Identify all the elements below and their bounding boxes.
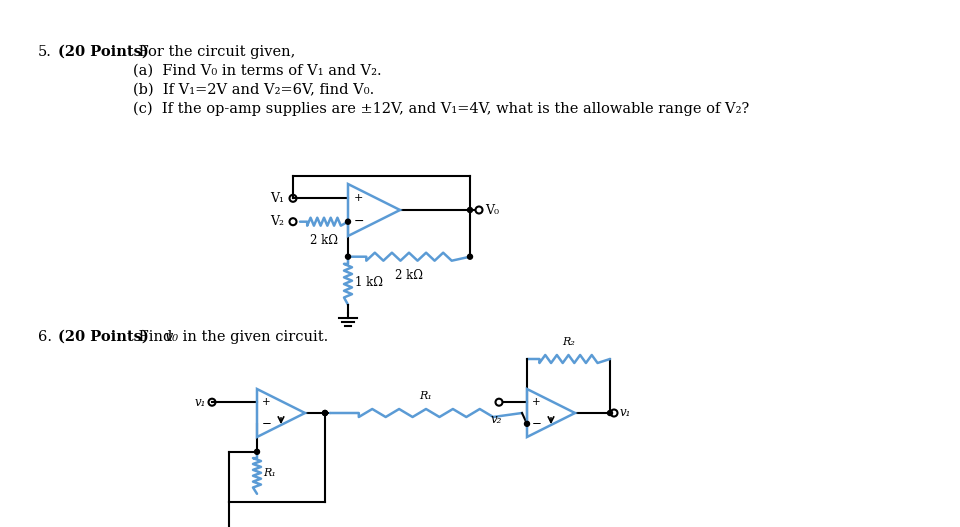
Text: R₂: R₂ <box>562 337 575 347</box>
Text: (20 Points): (20 Points) <box>58 330 149 344</box>
Text: For the circuit given,: For the circuit given, <box>134 45 296 59</box>
Text: (a)  Find V₀ in terms of V₁ and V₂.: (a) Find V₀ in terms of V₁ and V₂. <box>133 64 382 78</box>
Text: 6.: 6. <box>38 330 52 344</box>
Text: V₂: V₂ <box>270 215 284 228</box>
Circle shape <box>468 208 472 212</box>
Text: v₁: v₁ <box>195 396 206 409</box>
Text: Find: Find <box>134 330 177 344</box>
Circle shape <box>524 421 530 426</box>
Text: 2 kΩ: 2 kΩ <box>310 233 338 247</box>
Circle shape <box>468 254 472 259</box>
Text: +: + <box>532 397 540 407</box>
Text: −: − <box>354 215 365 228</box>
Text: v₁: v₁ <box>620 406 632 419</box>
Circle shape <box>323 411 327 415</box>
Circle shape <box>323 411 327 415</box>
Circle shape <box>346 219 350 224</box>
Text: R₁: R₁ <box>420 391 432 401</box>
Text: −: − <box>532 417 541 431</box>
Text: −: − <box>262 417 272 431</box>
Text: V₀: V₀ <box>485 203 499 217</box>
Text: R₁: R₁ <box>263 468 276 478</box>
Text: 2 kΩ: 2 kΩ <box>395 269 423 282</box>
Circle shape <box>254 450 259 454</box>
Text: +: + <box>354 193 364 203</box>
Text: v₂: v₂ <box>491 413 502 426</box>
Circle shape <box>608 411 612 415</box>
Text: (c)  If the op-amp supplies are ±12V, and V₁=4V, what is the allowable range of : (c) If the op-amp supplies are ±12V, and… <box>133 102 749 116</box>
Text: +: + <box>262 397 271 407</box>
Text: 1 kΩ: 1 kΩ <box>355 276 383 289</box>
Text: in the given circuit.: in the given circuit. <box>178 330 328 344</box>
Text: 5.: 5. <box>38 45 52 59</box>
Text: V₁: V₁ <box>270 192 284 205</box>
Circle shape <box>346 254 350 259</box>
Text: (20 Points): (20 Points) <box>58 45 149 59</box>
Text: v₀: v₀ <box>164 330 179 344</box>
Text: (b)  If V₁=2V and V₂=6V, find V₀.: (b) If V₁=2V and V₂=6V, find V₀. <box>133 83 374 97</box>
